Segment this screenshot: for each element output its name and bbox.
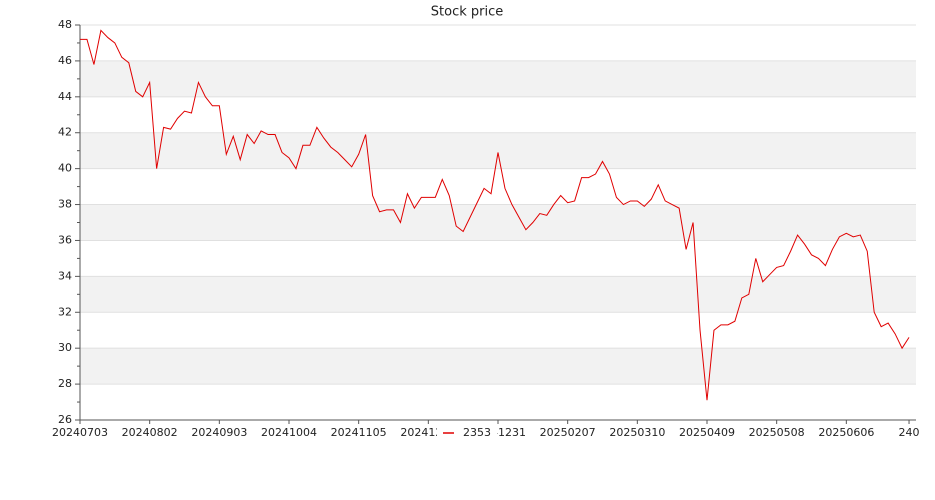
grid-band (80, 60, 916, 97)
grid-band (80, 132, 916, 169)
x-tick-label: 20250606 (818, 426, 874, 439)
x-tick-label: 20241004 (261, 426, 317, 439)
y-tick-label: 26 (58, 413, 72, 426)
grid-band (80, 204, 916, 241)
y-tick-label: 46 (58, 54, 72, 67)
grid-band (80, 276, 916, 313)
x-tick-label: 240 (899, 426, 920, 439)
x-tick-label: 20240802 (122, 426, 178, 439)
legend-label: 2353 (463, 426, 491, 439)
x-tick-label: 20250409 (679, 426, 735, 439)
y-tick-label: 44 (58, 90, 72, 103)
y-tick-label: 42 (58, 126, 72, 139)
y-tick-label: 38 (58, 198, 72, 211)
y-tick-label: 48 (58, 18, 72, 31)
x-tick-label: 20241105 (331, 426, 387, 439)
legend-box (437, 424, 497, 442)
chart-title: Stock price (431, 5, 503, 20)
y-tick-label: 32 (58, 305, 72, 318)
y-tick-label: 30 (58, 341, 72, 354)
x-tick-label: 20250207 (540, 426, 596, 439)
y-tick-label: 28 (58, 377, 72, 390)
y-tick-label: 40 (58, 162, 72, 175)
y-tick-label: 34 (58, 269, 72, 282)
x-tick-label: 20240703 (52, 426, 108, 439)
grid-band (80, 348, 916, 385)
x-tick-label: 20250508 (749, 426, 805, 439)
x-tick-label: 20250310 (609, 426, 665, 439)
x-tick-label: 20240903 (191, 426, 247, 439)
line-series (80, 29, 910, 401)
y-tick-label: 36 (58, 233, 72, 246)
